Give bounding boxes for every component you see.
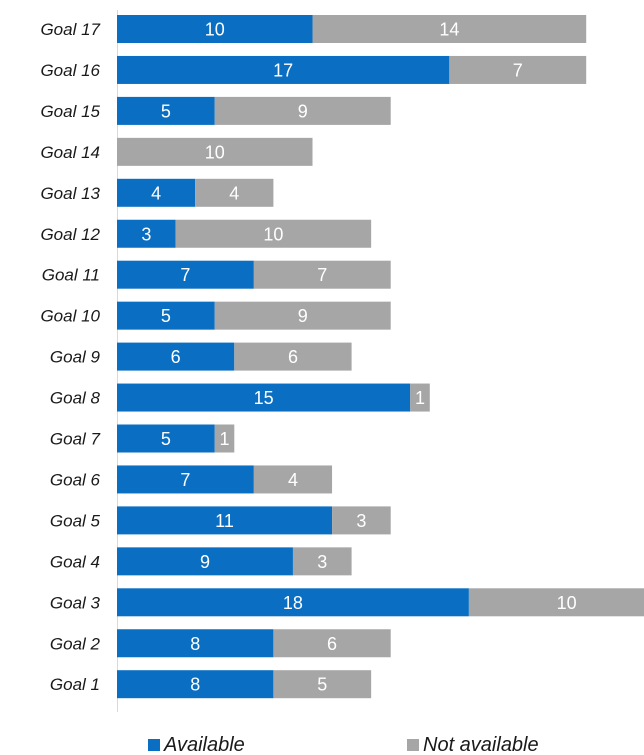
bar-not-available-goal-7 — [214, 424, 235, 453]
data-label-available-goal-10: 5 — [161, 306, 171, 326]
category-label-goal-7: Goal 7 — [50, 430, 101, 449]
category-label-goal-9: Goal 9 — [50, 348, 101, 367]
data-label-not-available-goal-14: 10 — [205, 142, 225, 162]
category-label-goal-5: Goal 5 — [50, 511, 101, 530]
category-label-goal-8: Goal 8 — [50, 389, 101, 408]
data-label-not-available-goal-10: 9 — [298, 306, 308, 326]
data-label-not-available-goal-12: 10 — [263, 224, 283, 244]
bar-not-available-goal-17 — [312, 15, 587, 43]
category-label-goal-1: Goal 1 — [50, 675, 100, 694]
data-label-not-available-goal-11: 7 — [317, 265, 327, 285]
data-label-available-goal-7: 5 — [161, 429, 171, 449]
bar-available-goal-15 — [117, 96, 215, 125]
data-label-available-goal-2: 8 — [190, 634, 200, 654]
bar-not-available-goal-16 — [449, 55, 587, 84]
data-label-available-goal-11: 7 — [180, 265, 190, 285]
bar-not-available-goal-12 — [175, 219, 372, 248]
bar-available-goal-10 — [117, 301, 215, 330]
category-label-goal-15: Goal 15 — [40, 102, 100, 121]
bar-available-goal-16 — [117, 55, 450, 84]
bar-not-available-goal-13 — [195, 178, 274, 207]
bar-not-available-goal-11 — [253, 260, 391, 289]
bar-not-available-goal-5 — [332, 506, 391, 535]
bar-available-goal-9 — [117, 342, 235, 371]
bar-available-goal-4 — [117, 547, 293, 576]
category-label-goal-10: Goal 10 — [40, 307, 100, 326]
bar-available-goal-6 — [117, 465, 254, 494]
data-label-not-available-goal-16: 7 — [513, 60, 523, 80]
bars-group: 1014177590104431077596615151741139318108… — [112, 15, 644, 699]
data-label-not-available-goal-8: 1 — [415, 388, 425, 408]
legend-label-not-available: Not available — [423, 734, 539, 755]
bar-available-goal-3 — [117, 588, 469, 617]
data-label-not-available-goal-1: 5 — [317, 675, 327, 695]
data-label-available-goal-13: 4 — [151, 183, 161, 203]
category-label-goal-12: Goal 12 — [40, 225, 100, 244]
bar-not-available-goal-2 — [273, 629, 391, 658]
data-label-not-available-goal-5: 3 — [356, 511, 366, 531]
bar-available-goal-8 — [117, 383, 411, 412]
bar-not-available-goal-8 — [410, 383, 430, 412]
bar-available-goal-11 — [117, 260, 254, 289]
bar-available-goal-7 — [117, 424, 215, 453]
data-label-not-available-goal-2: 6 — [327, 634, 337, 654]
bar-available-goal-5 — [117, 506, 333, 535]
category-label-goal-17: Goal 17 — [40, 20, 100, 39]
data-label-available-goal-5: 11 — [215, 511, 234, 531]
data-label-available-goal-6: 7 — [180, 470, 190, 490]
data-label-available-goal-15: 5 — [161, 101, 171, 121]
data-label-available-goal-4: 9 — [200, 552, 210, 572]
bar-not-available-goal-6 — [253, 465, 333, 494]
bar-available-goal-12 — [117, 219, 176, 248]
data-label-not-available-goal-7: 1 — [220, 429, 230, 449]
bar-not-available-goal-14 — [117, 137, 313, 166]
data-label-available-goal-8: 15 — [254, 388, 274, 408]
bar-not-available-goal-9 — [234, 342, 352, 371]
data-label-not-available-goal-13: 4 — [229, 183, 239, 203]
data-label-available-goal-16: 17 — [273, 60, 293, 80]
category-labels-group: Goal 17 Goal 16 Goal 15 Goal 14 Goal 13 Goal … — [40, 20, 100, 694]
data-label-available-goal-12: 3 — [141, 224, 151, 244]
data-label-not-available-goal-17: 14 — [439, 20, 459, 40]
data-label-not-available-goal-9: 6 — [288, 347, 298, 367]
data-label-not-available-goal-6: 4 — [288, 470, 298, 490]
bar-available-goal-1 — [117, 670, 274, 699]
bar-not-available-goal-10 — [214, 301, 391, 330]
data-label-not-available-goal-15: 9 — [298, 101, 308, 121]
bar-not-available-goal-1 — [273, 670, 372, 699]
data-label-available-goal-1: 8 — [190, 675, 200, 695]
category-label-goal-4: Goal 4 — [50, 552, 100, 571]
data-label-not-available-goal-4: 3 — [317, 552, 327, 572]
data-label-available-goal-9: 6 — [171, 347, 181, 367]
legend-label-available: Available — [163, 734, 245, 755]
legend-swatch-not-available — [407, 739, 419, 751]
bar-not-available-goal-3 — [468, 588, 644, 617]
category-label-goal-11: Goal 11 — [42, 266, 100, 285]
data-label-available-goal-17: 10 — [205, 20, 225, 40]
category-label-goal-16: Goal 16 — [40, 61, 100, 80]
bar-available-goal-17 — [117, 15, 313, 43]
data-label-not-available-goal-3: 10 — [557, 593, 577, 613]
bar-not-available-goal-4 — [292, 547, 352, 576]
category-label-goal-13: Goal 13 — [40, 184, 100, 203]
bar-available-goal-2 — [117, 629, 274, 658]
bar-available-goal-13 — [117, 178, 196, 207]
legend: Available Not available — [148, 734, 539, 755]
category-label-goal-2: Goal 2 — [50, 634, 101, 653]
bar-not-available-goal-15 — [214, 96, 391, 125]
data-label-available-goal-3: 18 — [283, 593, 303, 613]
legend-swatch-available — [148, 739, 160, 751]
category-label-goal-14: Goal 14 — [40, 143, 100, 162]
category-label-goal-3: Goal 3 — [50, 593, 101, 612]
category-label-goal-6: Goal 6 — [50, 470, 101, 489]
